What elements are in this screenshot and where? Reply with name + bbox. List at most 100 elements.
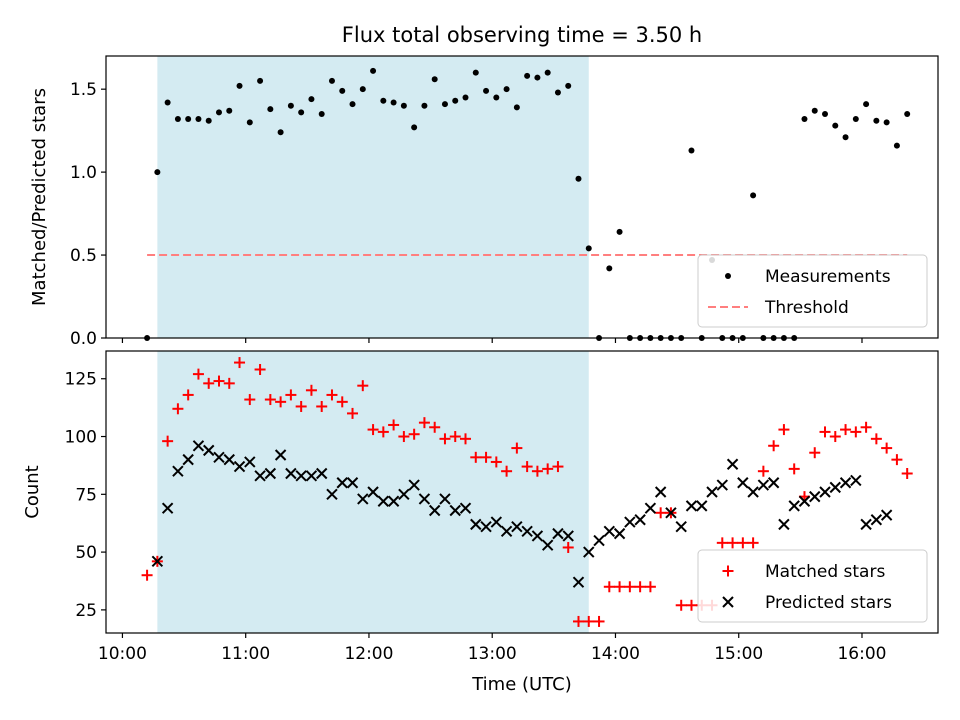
matched-point	[716, 537, 728, 549]
bottom-xtick-label: 16:00	[837, 644, 886, 664]
matched-point	[901, 468, 913, 480]
matched-point	[295, 400, 307, 412]
matched-point	[275, 396, 287, 408]
matched-point	[336, 396, 348, 408]
measurement-point	[472, 69, 479, 76]
measurement-point	[524, 72, 531, 79]
predicted-point-b	[203, 444, 215, 457]
predicted-point	[654, 486, 667, 498]
predicted-point	[541, 539, 554, 551]
top-ytick-label: 0.0	[70, 329, 97, 349]
predicted-point	[747, 486, 759, 498]
predicted-point	[315, 467, 328, 480]
measurement-point	[565, 82, 572, 89]
predicted-point-b	[295, 470, 307, 482]
predicted-point-b	[880, 509, 893, 521]
predicted-point	[151, 555, 164, 568]
predicted-point-b	[747, 486, 759, 498]
predicted-point-b	[346, 477, 359, 489]
matched-point	[593, 615, 605, 627]
measurement-point	[616, 228, 623, 235]
matched-point	[840, 424, 852, 436]
predicted-point-b	[233, 460, 246, 473]
matched-point	[305, 384, 317, 396]
matched-point	[778, 424, 790, 436]
predicted-point	[809, 490, 821, 503]
measurement-point	[370, 67, 377, 74]
matched-point	[449, 431, 461, 443]
top-axes-frame	[105, 55, 939, 339]
measurement-point	[904, 111, 911, 118]
predicted-point	[778, 518, 790, 531]
matched-point	[429, 421, 441, 433]
measurement-point	[298, 109, 305, 116]
predicted-point	[305, 470, 318, 482]
predicted-point	[757, 479, 770, 491]
predicted-point	[367, 486, 379, 498]
predicted-point	[398, 488, 410, 501]
matched-point	[624, 581, 636, 593]
measurement-point	[308, 96, 315, 103]
predicted-point	[613, 527, 626, 540]
predicted-point	[624, 516, 636, 528]
predicted-point	[788, 500, 800, 512]
bottom-x-axis-label: Time (UTC)	[471, 674, 572, 695]
bottom-axes-frame	[105, 350, 939, 634]
matched-point	[357, 380, 369, 392]
predicted-point	[274, 449, 287, 461]
predicted-point	[798, 495, 811, 507]
bottom-ytick-label: 100	[65, 428, 97, 448]
predicted-point-b	[726, 458, 739, 470]
matched-point	[501, 465, 513, 477]
measurement-point	[441, 101, 448, 108]
measurement-point	[380, 97, 387, 104]
measurement-point	[893, 142, 900, 149]
predicted-point-b	[151, 555, 164, 568]
predicted-point-b	[624, 516, 636, 528]
predicted-point-b	[706, 486, 718, 498]
bottom-xtick-label: 14:00	[591, 644, 640, 664]
predicted-point-b	[223, 453, 235, 466]
measurement-point	[575, 175, 582, 182]
measurement-point	[411, 124, 418, 131]
predicted-point	[675, 520, 687, 533]
bottom-ytick-label: 25	[75, 601, 97, 621]
matched-point	[377, 426, 389, 438]
top-ytick-label: 0.5	[70, 246, 97, 266]
predicted-point-b	[367, 486, 379, 498]
measurement-point	[349, 101, 356, 108]
predicted-point	[665, 507, 677, 519]
matched-point	[264, 394, 276, 406]
measurement-point	[503, 86, 510, 93]
predicted-point-b	[665, 507, 677, 519]
measurement-point	[277, 129, 284, 136]
measurement-point	[287, 102, 294, 109]
bottom-ytick-label: 75	[75, 485, 97, 505]
matched-point	[439, 433, 451, 445]
measurement-point	[822, 111, 829, 118]
bottom-legend-marker	[722, 596, 734, 608]
predicted-point-b	[593, 534, 605, 547]
matched-point	[788, 463, 800, 475]
chart-title: Flux total observing time = 3.50 h	[342, 23, 702, 47]
predicted-point-b	[398, 488, 410, 501]
measurement-point	[421, 102, 428, 109]
predicted-point	[583, 546, 595, 558]
predicted-point	[593, 534, 605, 547]
predicted-point-b	[870, 514, 883, 526]
bottom-legend-marker	[722, 565, 734, 577]
bottom-legend: Matched stars Predicted stars	[697, 549, 928, 623]
bottom-ytick-label: 125	[65, 370, 97, 390]
matched-point	[511, 442, 523, 454]
predicted-point	[767, 477, 780, 489]
predicted-point-b	[603, 525, 616, 538]
matched-point	[685, 599, 697, 611]
matched-point	[603, 581, 615, 593]
bottom-y-axis-label: Count	[22, 465, 43, 518]
measurement-point	[832, 122, 839, 129]
predicted-point	[552, 527, 564, 540]
predicted-point-b	[521, 525, 533, 538]
predicted-point-b	[850, 474, 862, 487]
top-ytick-label: 1.5	[70, 80, 97, 100]
